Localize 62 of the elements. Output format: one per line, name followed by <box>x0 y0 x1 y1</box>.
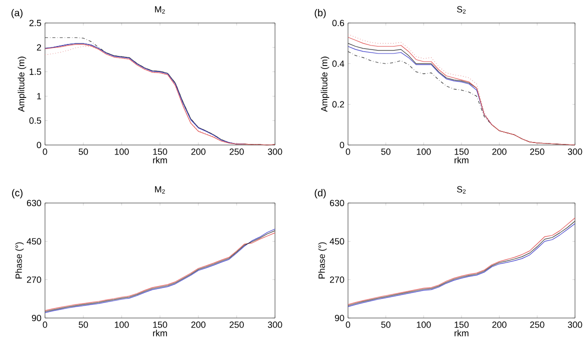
x-tick-label: 300 <box>268 322 282 328</box>
x-axis-title: rkm <box>454 156 468 164</box>
x-tick-label: 300 <box>568 148 582 155</box>
y-tick-label: 1.5 <box>30 68 42 75</box>
x-tick-label: 0 <box>346 148 350 155</box>
y-tick-label: 630 <box>26 200 42 206</box>
y-tick-label: 450 <box>26 238 42 245</box>
x-tick-label: 250 <box>530 322 544 328</box>
x-tick-label: 250 <box>530 148 544 155</box>
x-tick-label: 100 <box>114 322 129 328</box>
x-axis-title: rkm <box>454 330 468 336</box>
x-tick-label: 0 <box>42 148 48 155</box>
y-axis-title: Phase (°) <box>318 242 327 279</box>
y-tick-label: 0.5 <box>29 117 42 124</box>
x-tick-label: 150 <box>153 322 168 328</box>
x-tick-label: 300 <box>268 148 282 155</box>
x-tick-label: 150 <box>153 148 168 155</box>
x-tick-label: 50 <box>381 148 390 155</box>
x-tick-label: 250 <box>230 322 244 328</box>
x-tick-label: 0 <box>346 322 350 328</box>
x-tick-label: 100 <box>416 148 431 155</box>
text: (c) <box>12 189 22 198</box>
x-axis-title: rkm <box>153 330 167 336</box>
y-axis-title: Amplitude (m) <box>320 56 330 112</box>
x-tick-label: 250 <box>230 148 244 155</box>
y-tick-label: 0 <box>36 142 42 148</box>
x-tick-label: 150 <box>454 148 469 155</box>
text: (a) <box>12 8 22 18</box>
x-tick-label: 50 <box>78 148 88 155</box>
y-tick-label: 0.6 <box>332 20 344 26</box>
text: (b) <box>314 8 326 18</box>
text: (d) <box>314 189 326 198</box>
y-tick-label: 270 <box>26 276 42 283</box>
x-tick-label: 50 <box>78 322 88 328</box>
x-tick-label: 200 <box>492 148 506 155</box>
y-tick-label: 0 <box>340 142 344 148</box>
x-axis-title: rkm <box>153 156 167 164</box>
x-tick-label: 50 <box>381 322 390 328</box>
x-tick-label: 200 <box>492 322 506 328</box>
x-tick-label: 200 <box>191 322 206 328</box>
y-tick-label: 90 <box>32 314 42 322</box>
x-tick-label: 100 <box>114 148 129 155</box>
x-tick-label: 200 <box>191 148 206 155</box>
chart-title: S$_{2}$ <box>457 6 466 14</box>
y-tick-label: 270 <box>330 276 344 283</box>
x-tick-label: 300 <box>568 322 582 328</box>
y-tick-label: 450 <box>330 238 344 245</box>
y-tick-label: 0.2 <box>332 101 344 108</box>
x-tick-label: 0 <box>42 322 48 328</box>
y-axis-title: Amplitude (m) <box>18 56 26 112</box>
y-tick-label: 630 <box>330 200 344 206</box>
y-tick-label: 90 <box>334 314 344 322</box>
chart-title: S$_{2}$ <box>457 186 466 194</box>
y-tick-label: 0.4 <box>332 60 344 67</box>
y-tick-label: 2 <box>36 44 42 51</box>
x-tick-label: 150 <box>454 322 469 328</box>
y-axis-title: Phase (°) <box>15 242 24 278</box>
chart-title: M$_{2}$ <box>155 186 165 194</box>
y-tick-label: 1 <box>37 93 42 100</box>
chart-title: M$_{2}$ <box>155 6 165 14</box>
x-tick-label: 100 <box>416 322 431 328</box>
y-tick-label: 2.5 <box>29 20 42 26</box>
